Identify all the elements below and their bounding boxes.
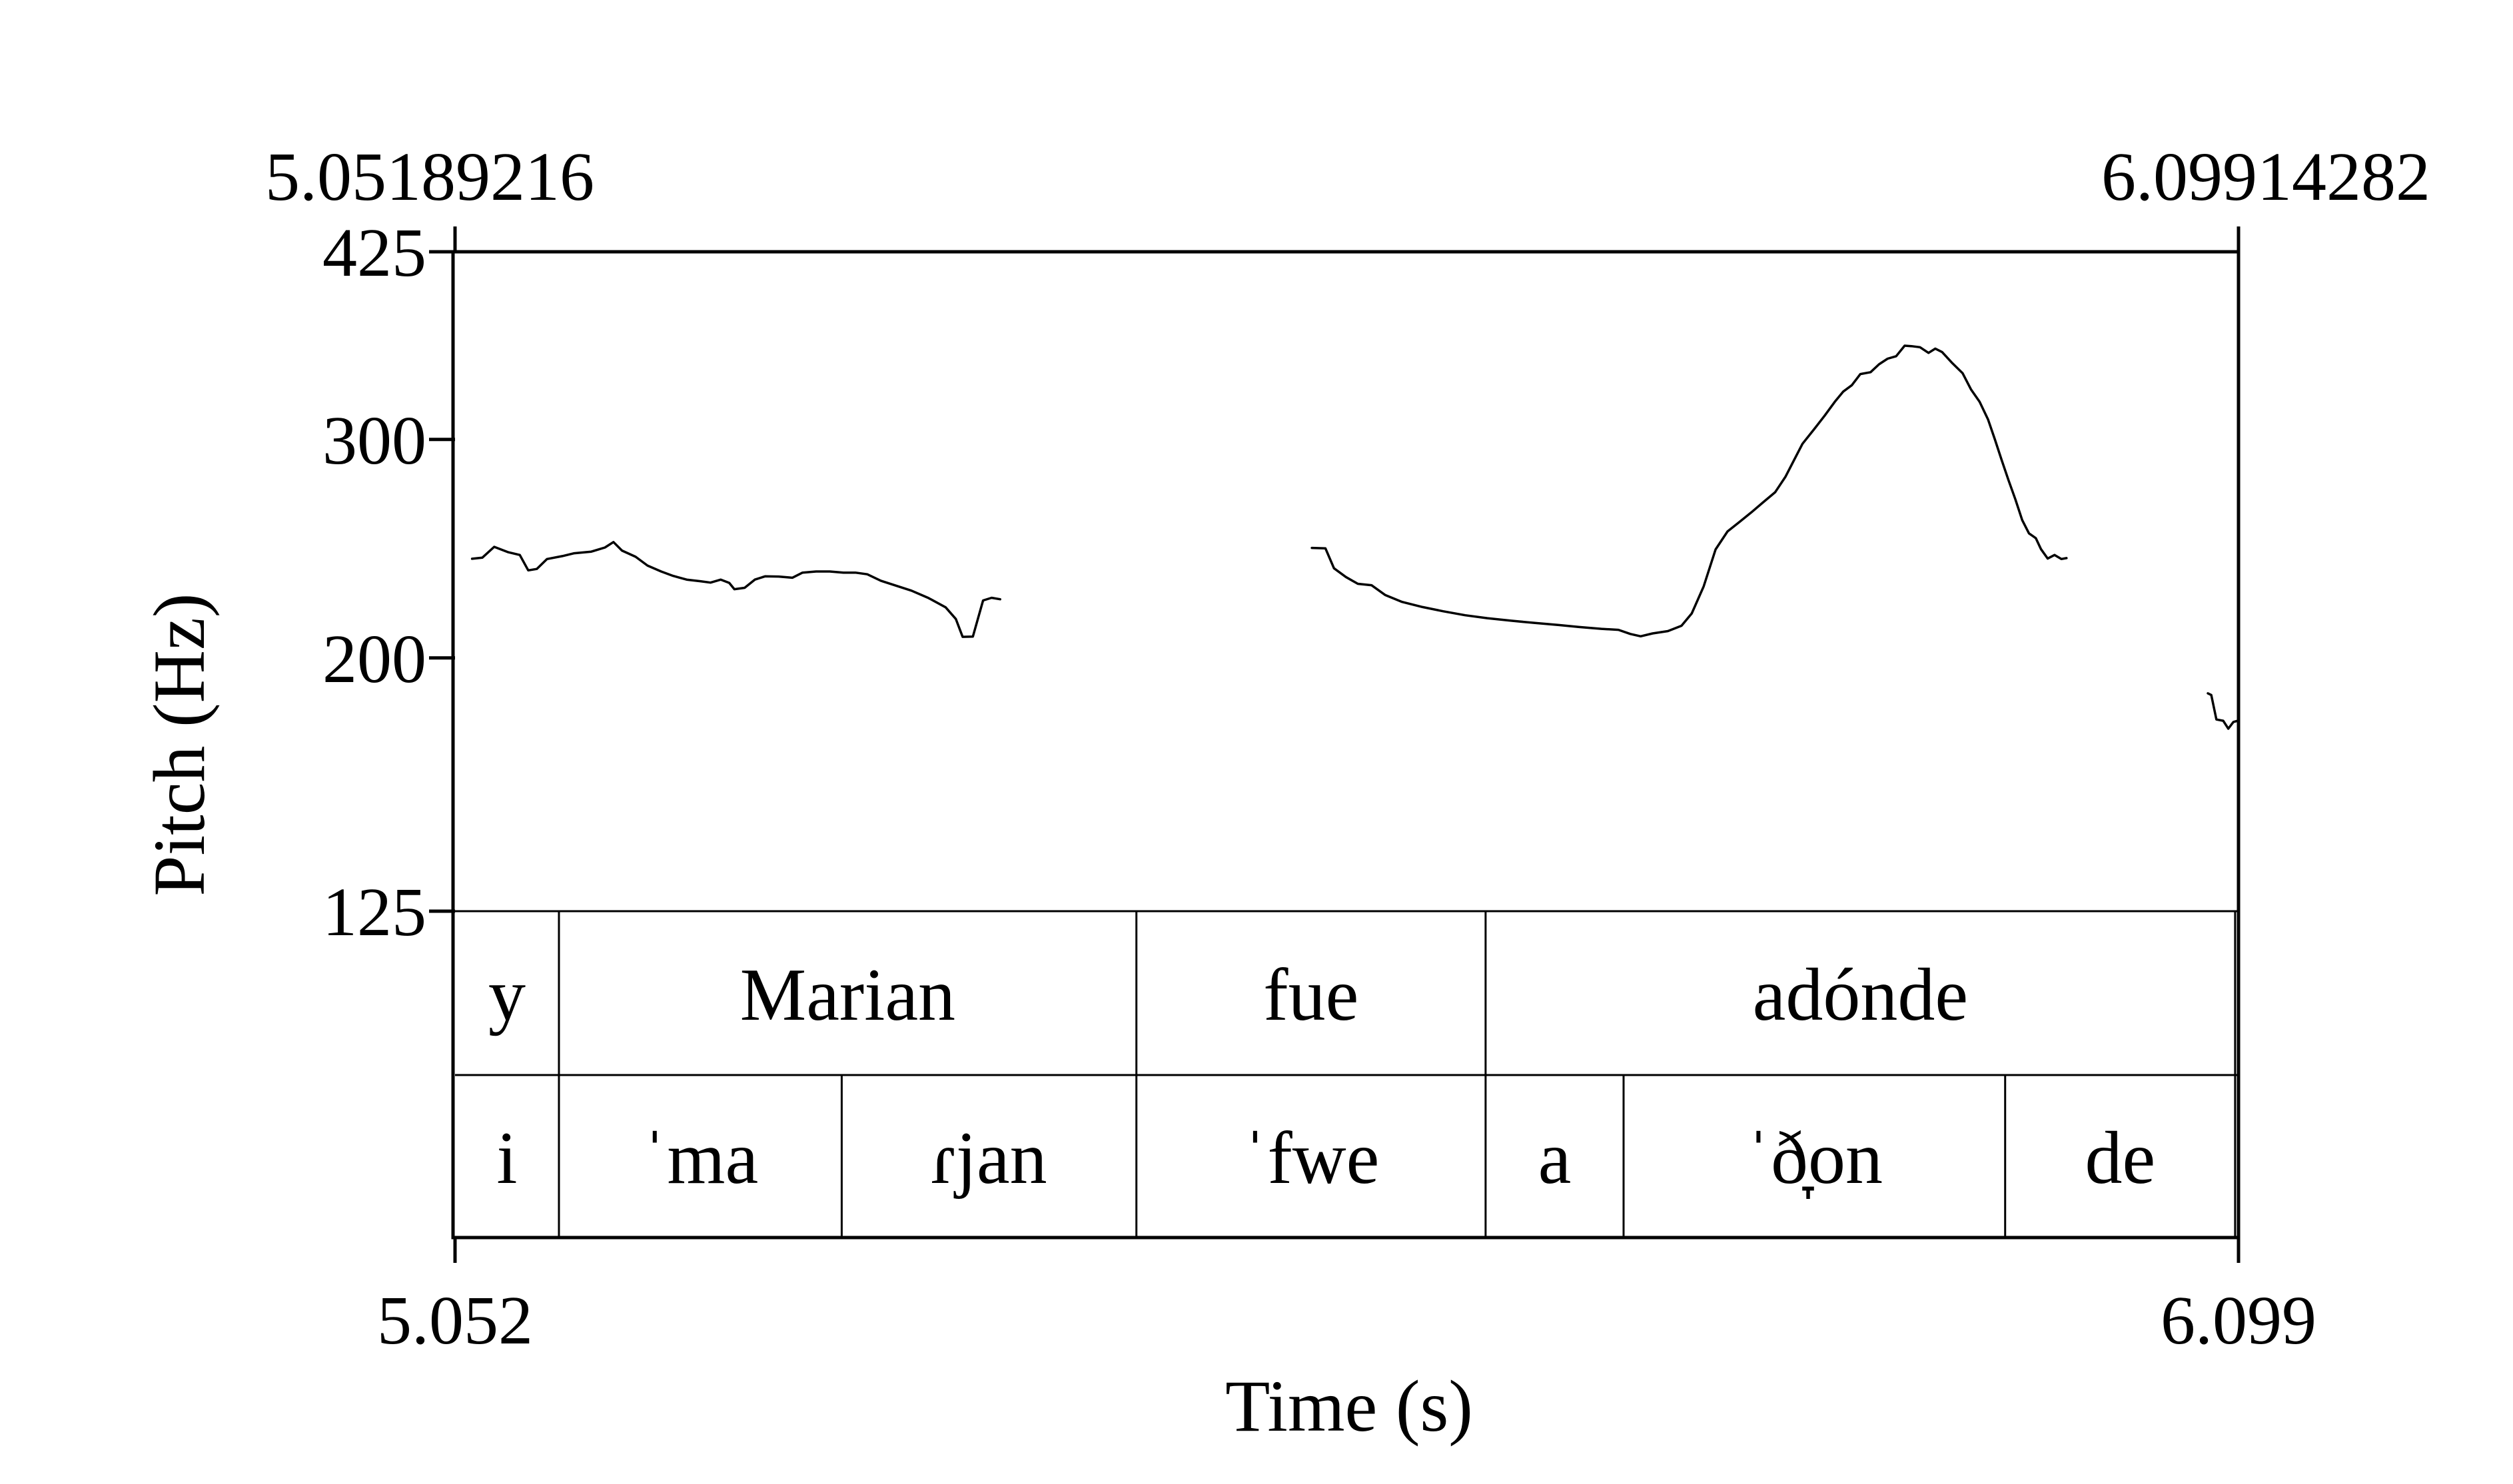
pitch-segment-3 xyxy=(2207,692,2239,730)
y-axis-title: Pitch (Hz) xyxy=(139,593,220,896)
tier-words-label-2: Marian xyxy=(740,954,955,1036)
tier-syllables-label-7: de xyxy=(2085,1117,2155,1200)
x-tick-label-start: 5.052 xyxy=(377,1282,533,1359)
tier-syllables-label-6: ˈð̞on xyxy=(1746,1117,1883,1200)
y-tick-label-300: 300 xyxy=(322,402,426,479)
y-tick-label-425: 425 xyxy=(322,214,426,291)
tier-labels: y Marian fue adónde i ˈma ɾjan ˈfwe a ˈð̞on de xyxy=(488,954,2155,1200)
y-tick-label-200: 200 xyxy=(322,621,426,697)
plot-frame xyxy=(451,250,2241,1240)
y-tick-label-125: 125 xyxy=(322,874,426,950)
top-label-start: 5.05189216 xyxy=(265,139,594,215)
top-label-end: 6.09914282 xyxy=(2101,139,2430,215)
pitch-contour xyxy=(470,344,2239,730)
tier-syllables-label-3: ɾjan xyxy=(931,1117,1047,1200)
tier-syllables-label-5: a xyxy=(1538,1117,1572,1200)
tier-words-label-1: y xyxy=(488,954,526,1036)
pitch-segment-2 xyxy=(1310,344,2068,638)
x-tick-label-end: 6.099 xyxy=(2161,1282,2316,1359)
tier-words-label-4: adónde xyxy=(1753,954,1968,1036)
y-axis xyxy=(429,250,455,913)
tier-syllables-label-4: ˈfwe xyxy=(1243,1117,1379,1200)
x-axis-title: Time (s) xyxy=(1225,1365,1473,1447)
tier-syllables-label-2: ˈma xyxy=(642,1117,758,1200)
tier-grid xyxy=(455,910,2239,1238)
tier-syllables-label-1: i xyxy=(496,1117,517,1200)
pitch-segment-1 xyxy=(470,541,1001,638)
tier-words-label-3: fue xyxy=(1263,954,1358,1036)
